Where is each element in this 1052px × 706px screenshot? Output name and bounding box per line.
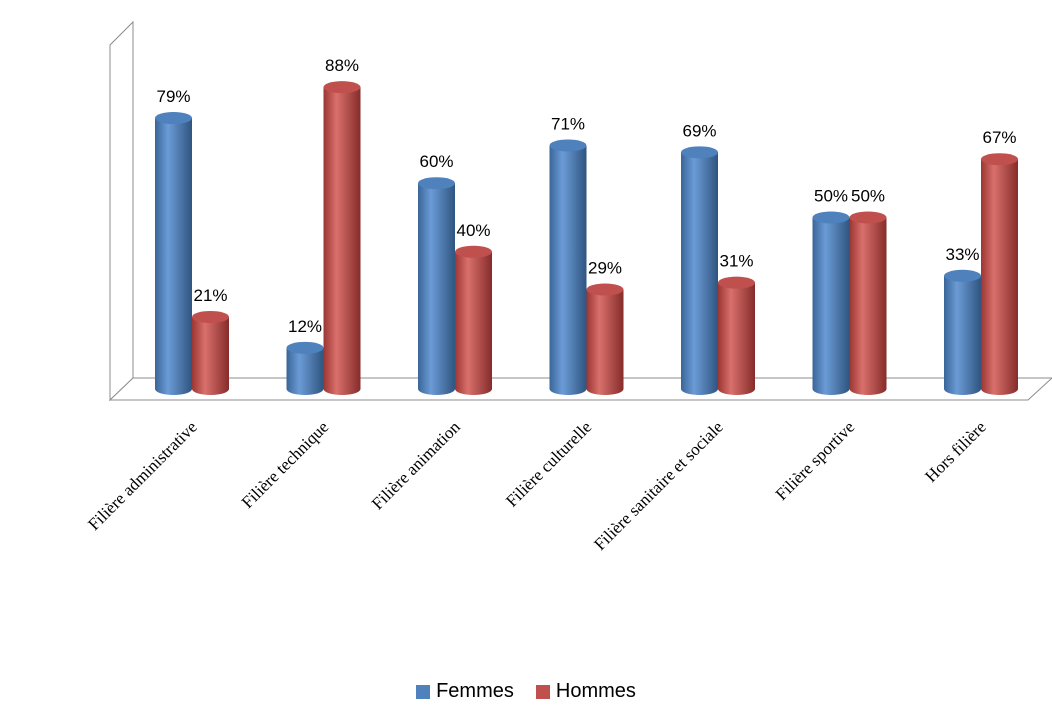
bar-hommes-3 [455,245,492,395]
category-label-4: Filière culturelle [502,417,595,510]
bar-femmes-4 [549,139,587,395]
bar-body [849,217,887,395]
bar-body [944,275,981,395]
bar-top [944,269,981,282]
bar-top [323,81,361,94]
bar-top [981,153,1018,166]
bar-femmes-3 [418,177,455,395]
bar-hommes-4 [586,283,624,395]
bar-body [323,87,361,395]
data-label-femmes-1: 79% [156,87,190,106]
bar-femmes-1 [155,112,193,395]
bar-hommes-5 [718,276,755,395]
bar-body [455,251,492,395]
category-label-7: Hors filière [921,417,990,486]
bar-femmes-6 [812,211,850,395]
legend-label-hommes: Hommes [555,680,636,702]
data-label-femmes-7: 33% [945,245,979,264]
bar-femmes-2 [286,341,324,395]
bar-body [286,347,324,395]
bar-top [718,276,755,289]
bar-body [549,145,587,395]
legend-item-femmes: Femmes [416,680,514,703]
data-label-hommes-6: 50% [851,187,885,206]
data-labels-layer: 79% 21% 12% 88% 60% 40% 71% 29% 69% 31% 50% 50% 33% 6… [156,56,1016,336]
bar-body [681,152,718,395]
bar-hommes-6 [849,211,887,395]
legend-item-hommes: Hommes [535,680,636,703]
bar-body [981,159,1018,395]
bar-body [812,217,850,395]
category-label-1: Filière administrative [84,417,201,534]
bar-top [681,146,718,159]
bar-body [192,316,229,395]
bar-body [418,183,455,395]
category-label-2: Filière technique [238,417,333,512]
bar-body [718,282,755,395]
category-label-3: Filière animation [368,417,464,513]
bar-top [455,245,492,258]
back-wall [109,20,134,402]
bar-hommes-1 [192,310,229,395]
bar-femmes-7 [944,269,981,395]
data-label-femmes-2: 12% [288,317,322,336]
data-label-femmes-4: 71% [551,114,585,133]
data-label-hommes-4: 29% [588,259,622,278]
category-labels-layer: Filière administrative Filière technique F… [84,417,990,554]
bar-chart: 79% 21% 12% 88% 60% 40% 71% 29% 69% 31% 50% 50% 33% 6… [84,20,1052,554]
bar-body [586,289,624,395]
bar-top [849,211,887,224]
bar-top [549,139,587,152]
bar-hommes-2 [323,81,361,395]
category-label-5: Filière sanitaire et sociale [590,417,727,554]
legend-swatch-femmes [416,684,431,699]
data-label-femmes-3: 60% [419,152,453,171]
legend-label-femmes: Femmes [436,680,514,702]
data-label-hommes-5: 31% [719,252,753,271]
bars-layer [155,81,1018,395]
category-label-6: Filière sportive [772,417,859,504]
legend-swatch-hommes [535,684,550,699]
data-label-femmes-6: 50% [814,187,848,206]
bar-top [812,211,850,224]
bar-hommes-7 [981,153,1018,395]
data-label-hommes-2: 88% [325,56,359,75]
data-label-hommes-7: 67% [982,128,1016,147]
bar-top [155,112,192,125]
bar-body [155,118,193,395]
legend: Femmes Hommes [0,680,1052,703]
data-label-hommes-1: 21% [193,286,227,305]
data-label-hommes-3: 40% [456,221,490,240]
bar-femmes-5 [681,146,718,395]
data-label-femmes-5: 69% [682,121,716,140]
bar-top [286,341,324,354]
bar-top [586,283,624,296]
bar-top [418,177,455,190]
bar-top [192,310,229,323]
